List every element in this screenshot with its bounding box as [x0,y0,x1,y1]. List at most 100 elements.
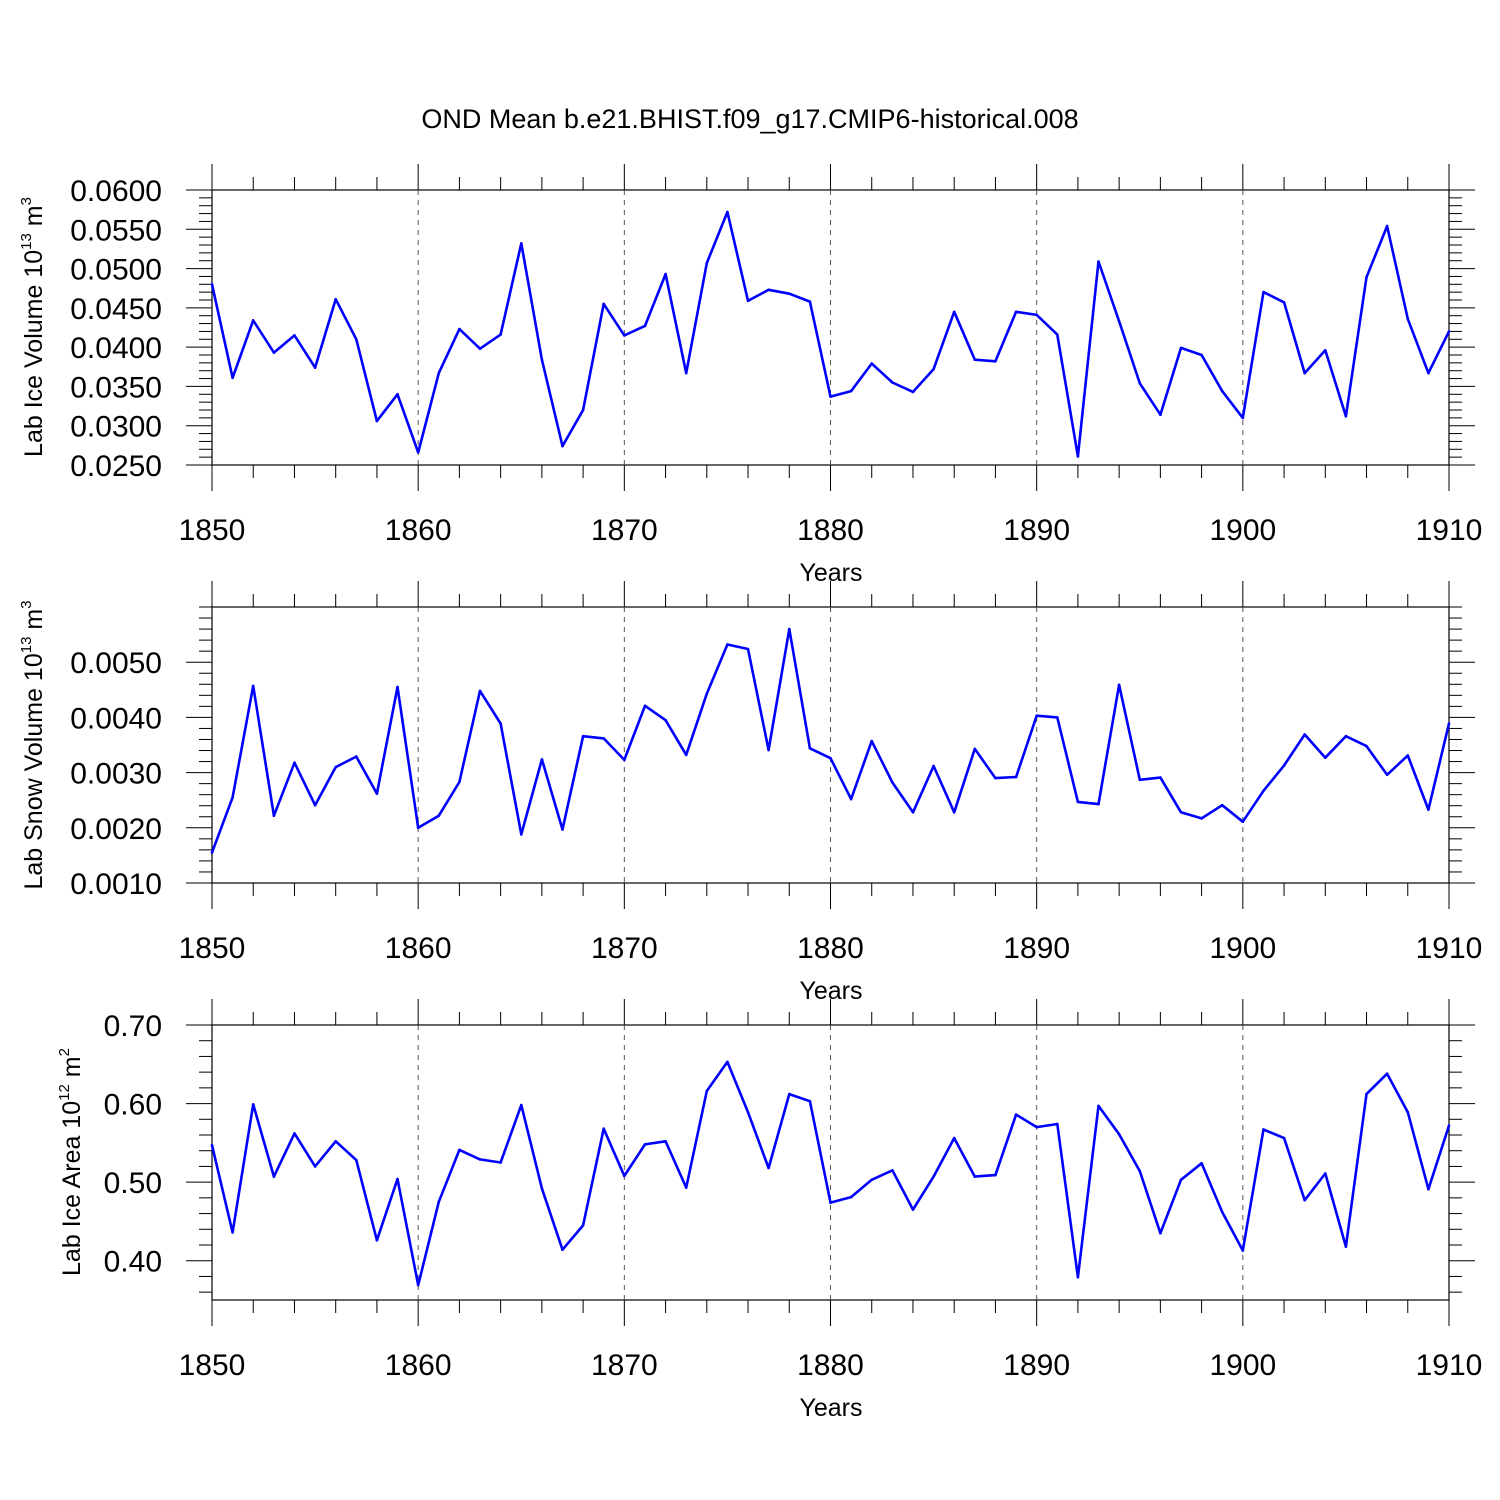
data-point [231,1231,234,1234]
data-point [623,1174,626,1178]
y-tick-label: 0.60 [104,1089,162,1122]
data-point [1117,683,1121,687]
data-point [994,776,997,780]
x-tick-label: 1910 [1416,1349,1483,1382]
y-tick-labels: 0.0250 0.0300 0.0350 0.0400 0.0450 0.0500 0.05… [70,175,162,483]
data-point [1200,1162,1203,1165]
data-point [1365,744,1368,748]
y-axis-title: Lab Ice Volume 1013 m3 [18,197,48,457]
ticks [186,999,1475,1326]
data-point [1056,333,1059,336]
data-point [788,292,791,296]
data-point [1385,224,1389,228]
data-point [1220,803,1224,807]
data-point [416,1283,420,1287]
data-point [313,366,317,369]
x-tick-labels: 1850 1860 1870 1880 1890 1900 1910 [179,514,1483,547]
data-point [870,739,873,743]
data-point [973,747,977,751]
y-tick-label: 0.40 [104,1246,162,1279]
data-point [1220,389,1224,393]
data-point [1241,1249,1245,1252]
data-point [1179,811,1183,814]
data-point [478,689,482,693]
data-point [1056,716,1059,719]
data-point [293,761,296,764]
data-point [911,390,915,394]
data-point [561,1248,564,1251]
data-point [643,1143,647,1146]
data-point [437,1200,441,1204]
data-point [1406,1110,1410,1114]
data-point [272,814,276,817]
y-tick-label: 0.70 [104,1010,162,1043]
data-point [1117,319,1121,323]
data-point [499,333,502,336]
data-point [540,758,544,761]
x-grid [417,1025,1244,1300]
y-tick-label: 0.0400 [70,332,162,365]
data-point [520,833,523,836]
ice-volume-points [210,210,1451,458]
data-point [891,381,894,384]
data-point [705,692,709,695]
data-point [788,1092,791,1096]
data-point [643,324,647,328]
data-point [1138,778,1142,782]
y-axis-title: Lab Ice Area 1012 m2 [56,1048,86,1276]
y-tick-label: 0.0500 [70,254,162,287]
y-tick-label: 0.0020 [70,813,162,846]
data-point [355,1158,358,1162]
data-point [849,797,853,801]
data-point [520,242,523,245]
data-point [1014,310,1018,314]
data-point [458,327,461,331]
data-point [1427,371,1430,375]
data-point [664,272,667,276]
data-point [416,451,420,454]
panel-ice-area: 0.40 0.50 0.60 0.70 1850 1860 1870 1880 1890 190… [56,999,1482,1422]
data-point [1241,820,1245,823]
data-point [251,319,255,322]
data-point [1324,756,1327,759]
data-point [1035,1125,1038,1129]
y-tick-label: 0.0250 [70,450,162,483]
data-point [1200,817,1203,820]
x-tick-label: 1910 [1416,932,1483,965]
data-point [210,1143,214,1147]
data-point [210,283,214,286]
data-point [1117,1132,1121,1136]
data-point [1076,1275,1080,1279]
data-point [891,781,894,784]
x-tick-label: 1860 [385,932,452,965]
data-point [726,210,729,214]
x-tick-label: 1910 [1416,514,1483,547]
x-tick-label: 1860 [385,514,452,547]
data-point [437,371,441,375]
y-tick-labels: 0.0010 0.0020 0.0030 0.0040 0.0050 [70,647,162,901]
chart-title: OND Mean b.e21.BHIST.f09_g17.CMIP6-histo… [421,104,1078,134]
data-point [684,371,688,375]
data-point [581,734,585,738]
data-point [540,1187,544,1190]
data-point [334,1140,338,1143]
data-point [251,684,255,688]
data-point [1303,733,1306,736]
data-point [1406,754,1410,757]
y-tick-label: 0.50 [104,1167,162,1200]
data-point [581,408,585,412]
data-point [1303,371,1306,375]
data-point [870,1178,873,1182]
data-point [520,1103,523,1107]
data-point [1282,301,1286,304]
data-point [705,1089,709,1093]
data-point [952,1136,956,1140]
data-point [561,828,564,831]
data-point [1097,260,1100,263]
x-tick-label: 1850 [179,1349,246,1382]
x-tick-label: 1900 [1209,1349,1276,1382]
x-tick-label: 1890 [1003,514,1070,547]
data-point [726,643,729,646]
data-point [1344,1245,1348,1248]
